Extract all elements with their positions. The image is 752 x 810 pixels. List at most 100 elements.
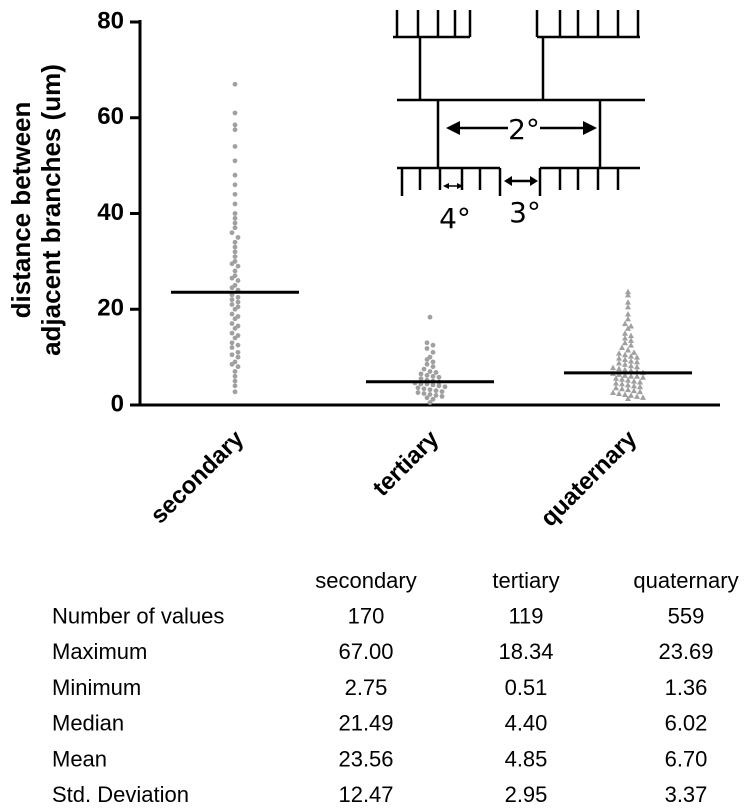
table-cell: 170 [348,604,385,629]
data-point [628,373,634,379]
data-point [640,374,646,380]
data-point [232,373,238,379]
table-cell: 4.40 [505,711,548,736]
data-point [430,359,436,365]
data-point [622,320,628,327]
data-point [229,340,235,346]
data-point [436,374,442,380]
data-point [637,383,643,390]
data-point [232,211,238,216]
table-header: quaternary [633,568,738,593]
y-tick-label: 0 [111,390,124,417]
data-point [433,370,439,375]
diagram-label: 4° [439,202,471,235]
data-point [622,334,628,341]
data-point [427,400,433,405]
data-point [229,330,235,336]
data-point [433,388,439,394]
row-label: Minimum [52,675,141,700]
data-point [622,372,628,378]
table-cell: 4.85 [505,746,548,771]
data-point [616,365,622,372]
data-point [232,122,238,128]
data-point [232,316,238,322]
data-point [232,182,238,188]
data-point [622,366,628,373]
data-point [229,352,235,358]
data-point [235,364,241,370]
data-point [232,306,238,312]
x-tick-label: secondary [145,425,249,529]
data-point [430,396,436,402]
table-cell: 23.56 [338,746,393,771]
table-cell: 67.00 [338,639,393,664]
y-tick-label: 20 [97,295,124,322]
data-point [625,381,631,388]
data-point [625,325,631,331]
row-label: Number of values [52,604,224,629]
data-point [229,361,235,367]
table-cell: 18.34 [498,639,553,664]
diagram-label: 2° [508,113,540,146]
data-point [421,366,427,372]
data-point [625,303,631,310]
data-point [430,382,436,388]
data-point [628,337,634,343]
data-point [229,285,235,291]
data-point [427,387,433,393]
data-point [634,354,640,360]
data-point [229,275,235,281]
table-cell: 1.36 [665,675,708,700]
data-point [622,356,628,363]
data-point [421,386,427,392]
data-point [427,314,433,320]
y-tick-label: 40 [97,199,124,226]
data-point [436,383,442,389]
data-point [625,311,631,317]
table-cell: 12.47 [338,782,393,807]
data-point [424,361,430,367]
data-point [235,349,241,355]
row-label: Mean [52,746,107,771]
table-cell: 3.37 [665,782,708,807]
data-point [232,389,238,395]
data-point [628,342,634,348]
data-point [229,261,235,267]
data-point [232,249,238,255]
x-tick-label: tertiary [368,425,445,502]
data-point [439,393,445,399]
data-point [631,378,637,384]
data-point [625,346,631,353]
data-point [625,291,631,298]
x-tick-label: quaternary [535,425,642,532]
table-cell: 119 [508,604,543,629]
data-point [232,110,238,116]
data-point [232,369,238,374]
data-point [430,364,436,370]
data-point [424,395,430,401]
data-point [640,394,646,400]
data-point [628,332,634,339]
data-point [235,235,241,240]
data-point [610,389,616,396]
data-point [625,288,631,295]
data-point [637,379,643,385]
data-point [235,342,241,348]
table-cell: 6.02 [665,711,708,736]
data-point [619,344,625,351]
data-point [235,299,241,305]
data-point [610,364,616,371]
data-point [628,357,634,364]
data-point [229,345,235,350]
data-point [235,263,241,269]
data-point [232,383,238,389]
data-point [619,385,625,392]
table-header: secondary [315,568,417,593]
data-point [229,302,235,307]
data-point [628,323,634,329]
data-point [418,376,424,382]
data-point [628,353,634,359]
row-label: Std. Deviation [52,782,189,807]
table-cell: 2.75 [345,675,388,700]
